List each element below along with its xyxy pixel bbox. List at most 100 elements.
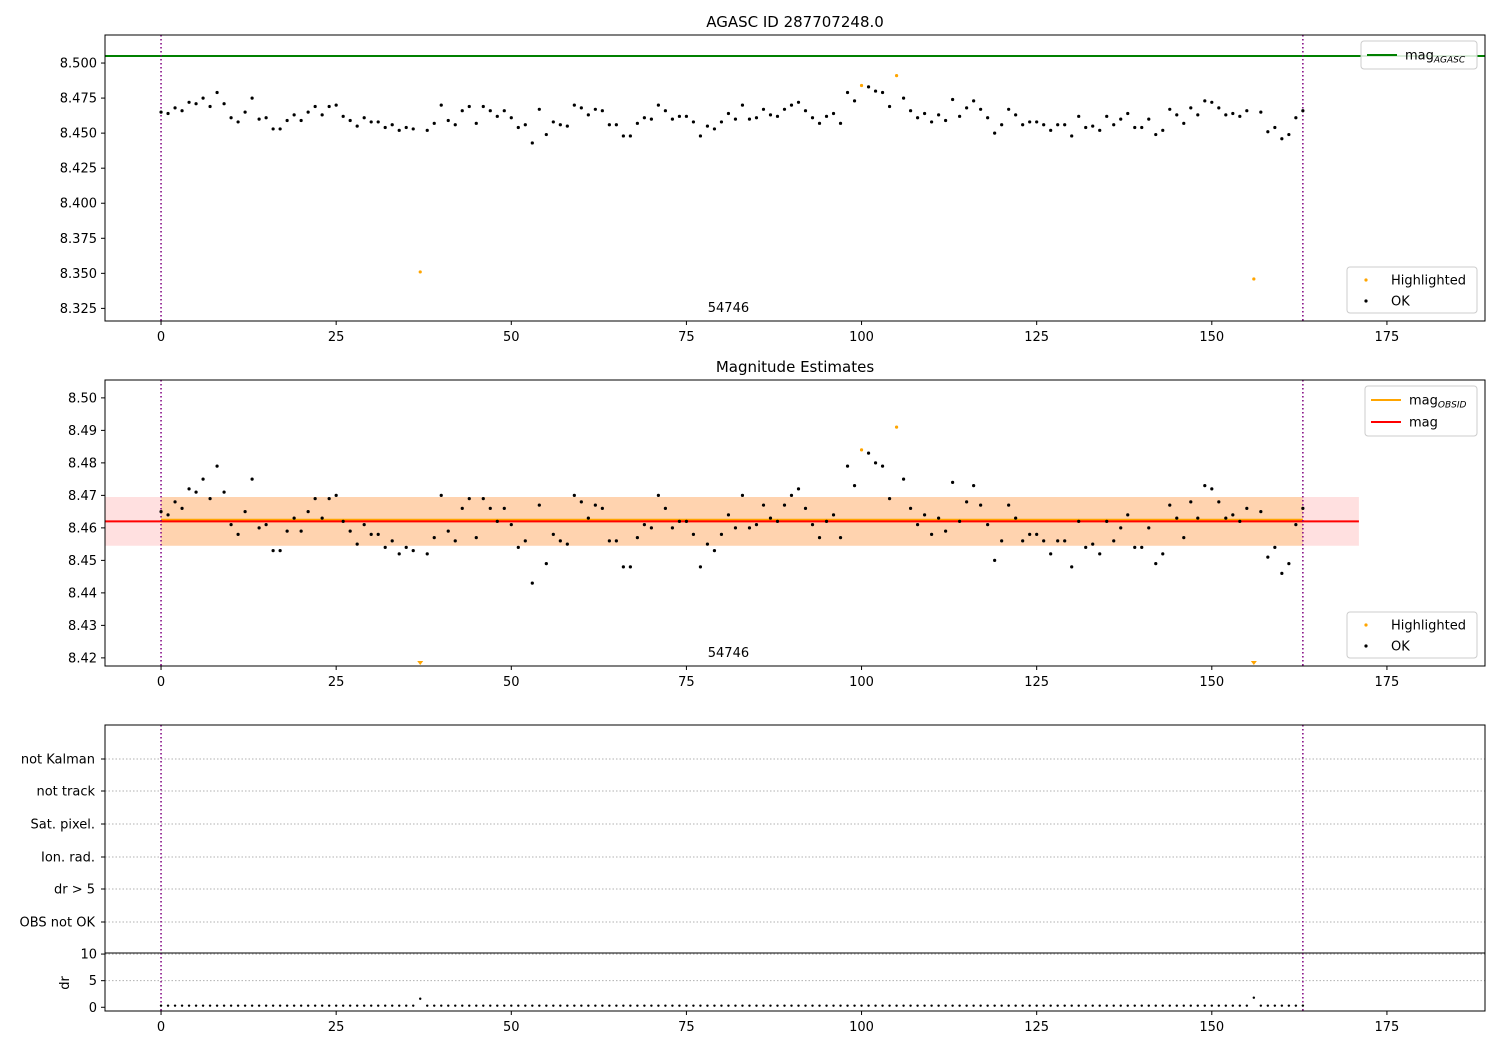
ok-point: [803, 506, 808, 510]
dr-point: [440, 1004, 443, 1007]
ok-point: [369, 532, 373, 536]
dr-point: [566, 1004, 569, 1007]
ok-point: [642, 116, 646, 120]
ok-point: [993, 558, 997, 562]
ok-point: [502, 506, 506, 510]
ok-point: [937, 516, 941, 520]
ok-point: [488, 506, 492, 510]
ok-point: [663, 109, 668, 113]
dr-point: [426, 1004, 429, 1007]
ok-point: [1189, 106, 1193, 110]
ok-point: [1238, 114, 1242, 118]
ok-point: [1000, 123, 1004, 127]
ok-point: [467, 497, 471, 501]
ok-point: [1154, 562, 1158, 566]
ok-point: [866, 451, 871, 455]
dr-point: [257, 1004, 261, 1007]
ok-point: [979, 503, 983, 507]
dr-point: [1182, 1004, 1185, 1007]
ok-point: [726, 111, 731, 116]
dr-point: [622, 1004, 625, 1007]
ok-point: [958, 114, 962, 118]
ok-point: [845, 90, 850, 95]
ok-point: [425, 552, 429, 556]
ok-point: [1294, 523, 1298, 527]
ok-point: [1175, 516, 1179, 520]
dr-point: [187, 1004, 191, 1007]
ok-point: [586, 113, 590, 117]
ok-point: [320, 113, 324, 117]
p2-ytick-label: 8.46: [68, 521, 97, 536]
dr-point: [405, 1004, 408, 1007]
ok-point: [1084, 545, 1088, 549]
ok-point: [1133, 545, 1137, 549]
ok-point: [768, 516, 773, 520]
ok-point: [481, 497, 485, 501]
ok-point: [761, 107, 766, 111]
ok-point: [887, 104, 892, 109]
dr-point: [825, 1004, 828, 1007]
ok-point: [880, 90, 885, 95]
p2-ytick-label: 8.48: [68, 456, 97, 471]
ok-point: [453, 123, 457, 127]
dr-point: [194, 1004, 198, 1007]
dr-point: [699, 1004, 702, 1007]
ok-point: [439, 103, 443, 107]
ok-point: [208, 104, 212, 109]
ok-point: [299, 118, 303, 123]
p2-xtick-label: 25: [328, 675, 345, 690]
p4-xtick-label: 150: [1199, 1020, 1224, 1035]
ok-point: [908, 109, 913, 113]
dr-point: [748, 1004, 751, 1007]
dr-point: [1070, 1004, 1073, 1007]
ok-point: [607, 123, 611, 127]
ok-point: [1259, 510, 1263, 514]
ok-point: [614, 123, 618, 127]
ok-point: [719, 532, 724, 536]
p2-ytick-label: 8.44: [68, 586, 97, 601]
flag-label: Sat. pixel.: [31, 818, 95, 833]
ok-point: [320, 516, 324, 520]
dr-point: [1028, 1004, 1031, 1007]
ok-point: [558, 539, 562, 543]
ok-point: [1168, 107, 1172, 111]
dr-point: [1266, 1004, 1270, 1007]
ok-point: [271, 549, 275, 553]
ok-point: [1021, 123, 1025, 127]
ok-point: [979, 107, 983, 111]
dr-point: [384, 1004, 387, 1007]
p4-xtick-label: 125: [1024, 1020, 1049, 1035]
panel4-frame: [104, 952, 1486, 1012]
ok-point: [565, 542, 569, 546]
ok-point: [355, 124, 359, 128]
ok-point: [572, 103, 576, 107]
ok-point: [537, 107, 541, 111]
ok-point: [656, 103, 661, 107]
p2-xtick-label: 100: [849, 675, 874, 690]
ok-point: [376, 120, 380, 124]
p1-ytick-label: 8.350: [60, 267, 97, 282]
ok-point: [621, 134, 625, 138]
ok-point: [684, 114, 689, 118]
ok-point: [1028, 120, 1032, 124]
p4-xtick-label: 50: [503, 1020, 520, 1035]
ok-point: [1259, 110, 1263, 114]
ok-point: [754, 116, 759, 120]
dr-point: [993, 1004, 996, 1007]
ok-point: [362, 116, 366, 120]
dr-point: [1301, 1004, 1305, 1007]
dr-point: [888, 1004, 891, 1007]
dr-point: [292, 1004, 296, 1007]
dr-point: [1259, 1004, 1263, 1007]
dr-point: [1273, 1004, 1277, 1007]
dr-point: [215, 1004, 219, 1007]
dr-point: [545, 1004, 548, 1007]
ok-point: [306, 510, 310, 514]
dr-point: [1077, 1004, 1080, 1007]
ok-point: [635, 536, 639, 540]
ok-point: [474, 121, 478, 125]
dr-point: [264, 1004, 268, 1007]
ok-point: [1014, 516, 1018, 520]
dr-point: [972, 1004, 975, 1007]
dr-point: [313, 1004, 317, 1007]
